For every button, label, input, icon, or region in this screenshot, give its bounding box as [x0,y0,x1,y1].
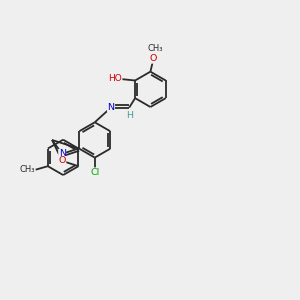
Text: Cl: Cl [90,168,99,177]
Text: N: N [58,149,66,158]
Text: H: H [126,111,133,120]
Text: CH₃: CH₃ [20,165,35,174]
Text: HO: HO [108,74,122,83]
Text: O: O [58,156,66,165]
Text: CH₃: CH₃ [148,44,164,53]
Text: N: N [107,103,115,112]
Text: O: O [150,54,157,63]
